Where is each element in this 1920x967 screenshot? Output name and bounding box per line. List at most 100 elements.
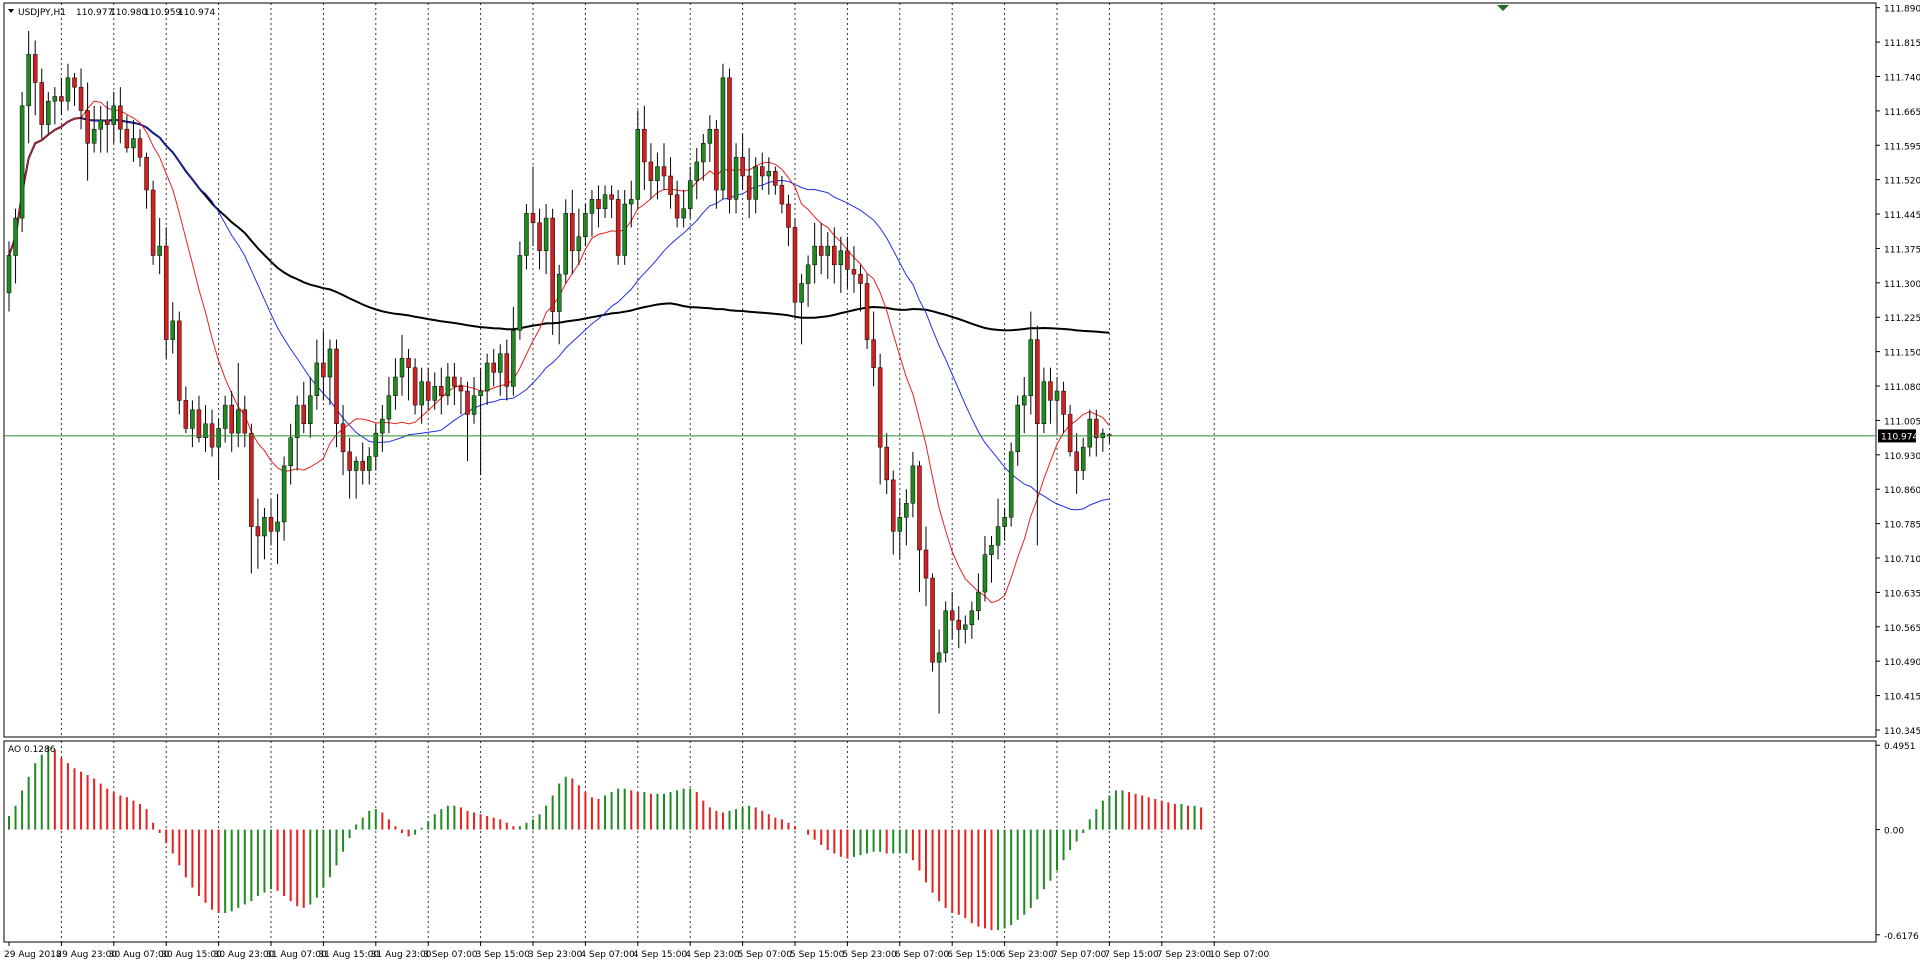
- candle-body: [275, 521, 280, 532]
- candle-body: [327, 348, 333, 378]
- candle-body: [236, 409, 241, 434]
- x-tick-label: 31 Aug 23:00: [371, 950, 432, 960]
- candle-body: [229, 404, 234, 434]
- candle-body: [294, 404, 300, 439]
- candle-body: [412, 367, 418, 406]
- x-tick-label: 10 Sep 07:00: [1209, 950, 1269, 960]
- collapse-triangle-icon[interactable]: [8, 9, 14, 13]
- candle-body: [131, 138, 136, 149]
- x-tick-label: 7 Sep 15:00: [1104, 950, 1159, 960]
- ao-tick-label: 0.4951: [1884, 742, 1916, 752]
- ohlc-high: 110.980: [110, 8, 147, 18]
- x-tick-label: 7 Sep 23:00: [1157, 950, 1212, 960]
- candle-body: [439, 386, 444, 396]
- x-tick-label: 3 Sep 07:00: [423, 950, 478, 960]
- x-tick-label: 3 Sep 23:00: [528, 950, 583, 960]
- candle-body: [982, 554, 988, 593]
- candle-body: [674, 194, 680, 219]
- candle-body: [419, 381, 424, 406]
- candle-body: [694, 161, 699, 181]
- candle-body: [792, 227, 798, 303]
- candle-body: [845, 250, 850, 270]
- x-tick-label: 31 Aug 15:00: [318, 950, 379, 960]
- y-tick-label: 111.005: [1884, 417, 1920, 427]
- price-axis: 111.890 111.815 111.740 111.665 111.595 111.5…: [1876, 5, 1920, 942]
- candle-body: [1094, 418, 1099, 439]
- candle-body: [471, 395, 477, 415]
- candle-body: [504, 353, 510, 387]
- candle-body: [668, 175, 673, 195]
- candle-body: [740, 157, 745, 177]
- candle-body: [864, 283, 870, 340]
- candle-body: [458, 386, 464, 392]
- candle-body: [242, 409, 248, 434]
- candle-body: [216, 428, 221, 448]
- ao-panel-frame: [3, 740, 1877, 943]
- candle-body: [118, 105, 123, 130]
- ao-caption: AO 0.1286: [8, 745, 56, 755]
- candle-body: [602, 194, 608, 209]
- candle-body: [484, 362, 490, 392]
- current-price-label: 110.974: [1881, 432, 1918, 442]
- candle-body: [255, 526, 261, 537]
- candle-body: [373, 432, 379, 457]
- candle-body: [163, 245, 169, 340]
- ao-histogram: [8, 746, 1203, 931]
- candle-body: [157, 245, 162, 256]
- candle-body: [98, 119, 103, 130]
- symbol-caption: USDJPY,H1: [18, 8, 66, 18]
- y-tick-label: 111.445: [1884, 211, 1920, 221]
- candle-body: [170, 320, 175, 340]
- candle-body: [799, 283, 804, 303]
- candle-body: [150, 189, 156, 256]
- candle-body: [72, 77, 77, 88]
- candle-body: [537, 222, 542, 252]
- price-panel-frame: [3, 2, 1877, 738]
- candle-body: [32, 54, 38, 83]
- candle-body: [871, 339, 876, 368]
- candle-body: [1087, 418, 1092, 448]
- candle-body: [78, 86, 84, 111]
- candle-body: [222, 404, 228, 429]
- candle-body: [301, 404, 306, 425]
- x-tick-label: 4 Sep 07:00: [580, 950, 635, 960]
- candle-body: [543, 217, 549, 252]
- candle-body: [570, 213, 575, 252]
- candle-body: [720, 77, 726, 191]
- candlestick-series: [6, 31, 1112, 714]
- candle-body: [891, 479, 896, 532]
- candle-body: [746, 175, 752, 200]
- candle-body: [308, 395, 313, 425]
- candle-body: [367, 456, 372, 471]
- candle-body: [858, 273, 863, 284]
- candle-body: [642, 128, 647, 163]
- candle-body: [930, 577, 935, 663]
- candle-body: [406, 358, 411, 368]
- x-tick-label: 5 Sep 07:00: [738, 950, 793, 960]
- x-tick-label: 29 Aug 23:00: [56, 950, 117, 960]
- candle-body: [399, 358, 405, 378]
- panel-frames: [3, 2, 1877, 943]
- ao-tick-label: -0.6176: [1884, 932, 1919, 942]
- candle-body: [805, 264, 811, 284]
- ohlc-open: 110.977: [76, 8, 113, 18]
- candle-body: [1074, 451, 1079, 471]
- y-tick-label: 110.345: [1884, 727, 1920, 737]
- candle-body: [596, 199, 601, 209]
- candle-body: [183, 400, 189, 429]
- candle-body: [491, 362, 496, 373]
- candle-body: [766, 171, 772, 177]
- candle-body: [904, 502, 909, 518]
- candle-body: [635, 128, 641, 200]
- candle-body: [615, 199, 621, 256]
- candle-body: [1028, 339, 1034, 396]
- event-marker-icon[interactable]: [1497, 5, 1509, 11]
- candle-body: [701, 143, 706, 163]
- candle-body: [524, 213, 529, 256]
- candle-body: [917, 465, 922, 551]
- candle-body: [386, 395, 392, 420]
- candle-body: [144, 157, 149, 191]
- candle-body: [760, 166, 765, 177]
